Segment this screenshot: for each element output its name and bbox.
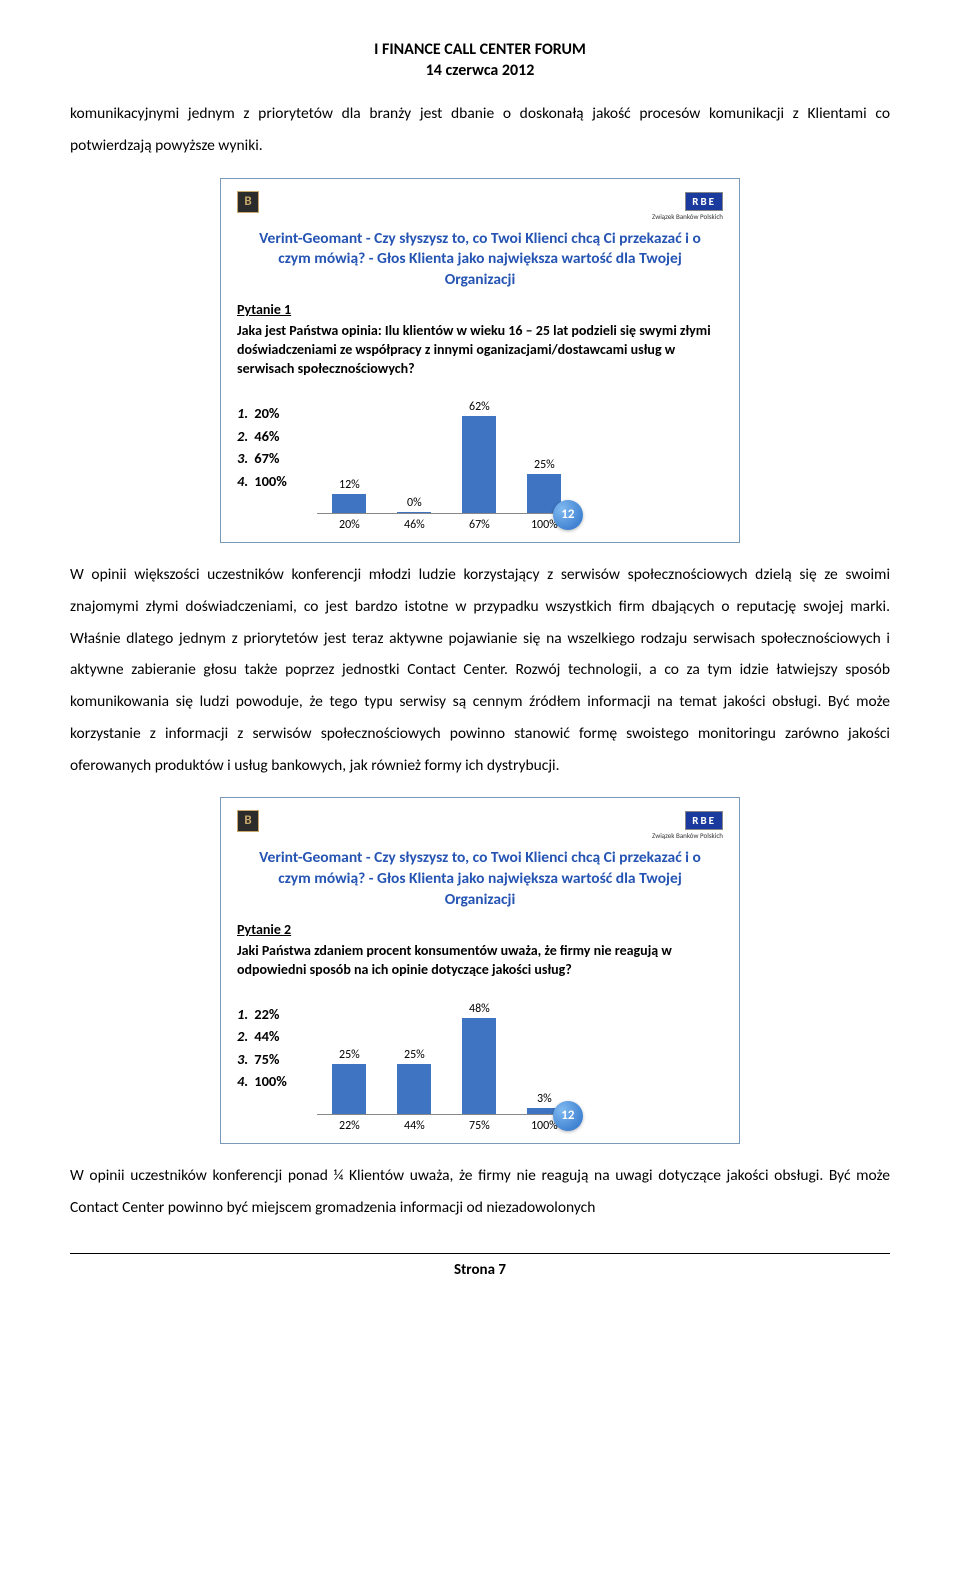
x-axis-label: 67%	[447, 514, 512, 532]
bar-rect	[332, 1064, 366, 1114]
bar-cell: 12%	[317, 393, 382, 513]
bar-value-label: 25%	[339, 1048, 360, 1062]
chart-1: 12%0%62%25% 20%46%67%100% 12	[317, 393, 577, 532]
answer-1-3: 67%	[254, 449, 279, 467]
logo-left-2: B	[237, 810, 259, 832]
bar-cell: 3%	[512, 994, 577, 1114]
rbe-logo-2: RBE	[685, 811, 723, 830]
answer-2-1: 22%	[254, 1005, 279, 1023]
rbe-subtitle: Związek Banków Polskich	[652, 212, 723, 221]
bar-rect	[397, 512, 431, 513]
x-axis-label: 46%	[382, 514, 447, 532]
slide-badge-2: 12	[553, 1101, 583, 1131]
slide-title-2: Verint-Geomant - Czy słyszysz to, co Two…	[257, 848, 703, 911]
bar-value-label: 0%	[407, 496, 422, 510]
slide-logos: B RBE Związek Banków Polskich	[237, 191, 723, 225]
slide-1: B RBE Związek Banków Polskich Verint-Geo…	[220, 178, 740, 543]
bar-cell: 25%	[512, 393, 577, 513]
question-text-1: Jaka jest Państwa opinia: Ilu klientów w…	[237, 322, 723, 379]
slide-2: B RBE Związek Banków Polskich Verint-Geo…	[220, 797, 740, 1144]
slide-1-wrap: B RBE Związek Banków Polskich Verint-Geo…	[70, 178, 890, 543]
answer-2-2: 44%	[254, 1027, 279, 1045]
bar-cell: 48%	[447, 994, 512, 1114]
bar-cell: 25%	[382, 994, 447, 1114]
question-label-2: Pytanie 2	[237, 921, 723, 938]
x-axis-label: 75%	[447, 1115, 512, 1133]
slide-logos-2: B RBE Związek Banków Polskich	[237, 810, 723, 844]
bar-value-label: 48%	[469, 1002, 490, 1016]
bar-cell: 25%	[317, 994, 382, 1114]
question-label-1: Pytanie 1	[237, 301, 723, 318]
logo-left: B	[237, 191, 259, 213]
logo-right: RBE Związek Banków Polskich	[652, 191, 723, 221]
x-axis-label: 20%	[317, 514, 382, 532]
paragraph-3: W opinii uczestników konferencji ponad ¼…	[70, 1160, 890, 1224]
page-number: Strona 7	[454, 1261, 506, 1279]
answer-1-2: 46%	[254, 427, 279, 445]
bar-value-label: 62%	[469, 400, 490, 414]
bar-value-label: 12%	[339, 478, 360, 492]
slide-badge-1: 12	[553, 500, 583, 530]
document-header: I FINANCE CALL CENTER FORUM 14 czerwca 2…	[70, 40, 890, 80]
document-date: 14 czerwca 2012	[70, 61, 890, 80]
document-title: I FINANCE CALL CENTER FORUM	[70, 40, 890, 59]
bar-value-label: 25%	[534, 458, 555, 472]
question-text-2: Jaki Państwa zdaniem procent konsumentów…	[237, 942, 723, 980]
intro-paragraph: komunikacyjnymi jednym z priorytetów dla…	[70, 98, 890, 162]
bar-cell: 62%	[447, 393, 512, 513]
bar-rect	[332, 494, 366, 513]
bar-rect	[462, 416, 496, 513]
bar-rect	[397, 1064, 431, 1114]
slide-1-body: 1.20% 2.46% 3.67% 4.100% 12% 0% 62% 25% 20%…	[237, 393, 723, 532]
answers-list-2: 1.22% 2.44% 3.75% 4.100%	[237, 1003, 287, 1133]
slide-2-body: 1.22% 2.44% 3.75% 4.100% 25% 25% 48% 3% 22%…	[237, 994, 723, 1133]
logo-right-2: RBE Związek Banków Polskich	[652, 810, 723, 840]
x-axis-label: 22%	[317, 1115, 382, 1133]
paragraph-2: W opinii większości uczestników konferen…	[70, 559, 890, 781]
bar-value-label: 3%	[537, 1092, 552, 1106]
bar-value-label: 25%	[404, 1048, 425, 1062]
bar-rect	[462, 1018, 496, 1114]
slide-2-wrap: B RBE Związek Banków Polskich Verint-Geo…	[70, 797, 890, 1144]
answer-2-4: 100%	[254, 1072, 287, 1090]
answers-list-1: 1.20% 2.46% 3.67% 4.100%	[237, 402, 287, 532]
x-axis-label: 44%	[382, 1115, 447, 1133]
rbe-logo: RBE	[685, 192, 723, 211]
page-footer: Strona 7	[70, 1253, 890, 1279]
rbe-subtitle-2: Związek Banków Polskich	[652, 831, 723, 840]
answer-1-4: 100%	[254, 472, 287, 490]
bar-cell: 0%	[382, 393, 447, 513]
slide-title: Verint-Geomant - Czy słyszysz to, co Two…	[257, 229, 703, 292]
answer-1-1: 20%	[254, 404, 279, 422]
chart-2: 25%25%48%3% 22%44%75%100% 12	[317, 994, 577, 1133]
answer-2-3: 75%	[254, 1050, 279, 1068]
